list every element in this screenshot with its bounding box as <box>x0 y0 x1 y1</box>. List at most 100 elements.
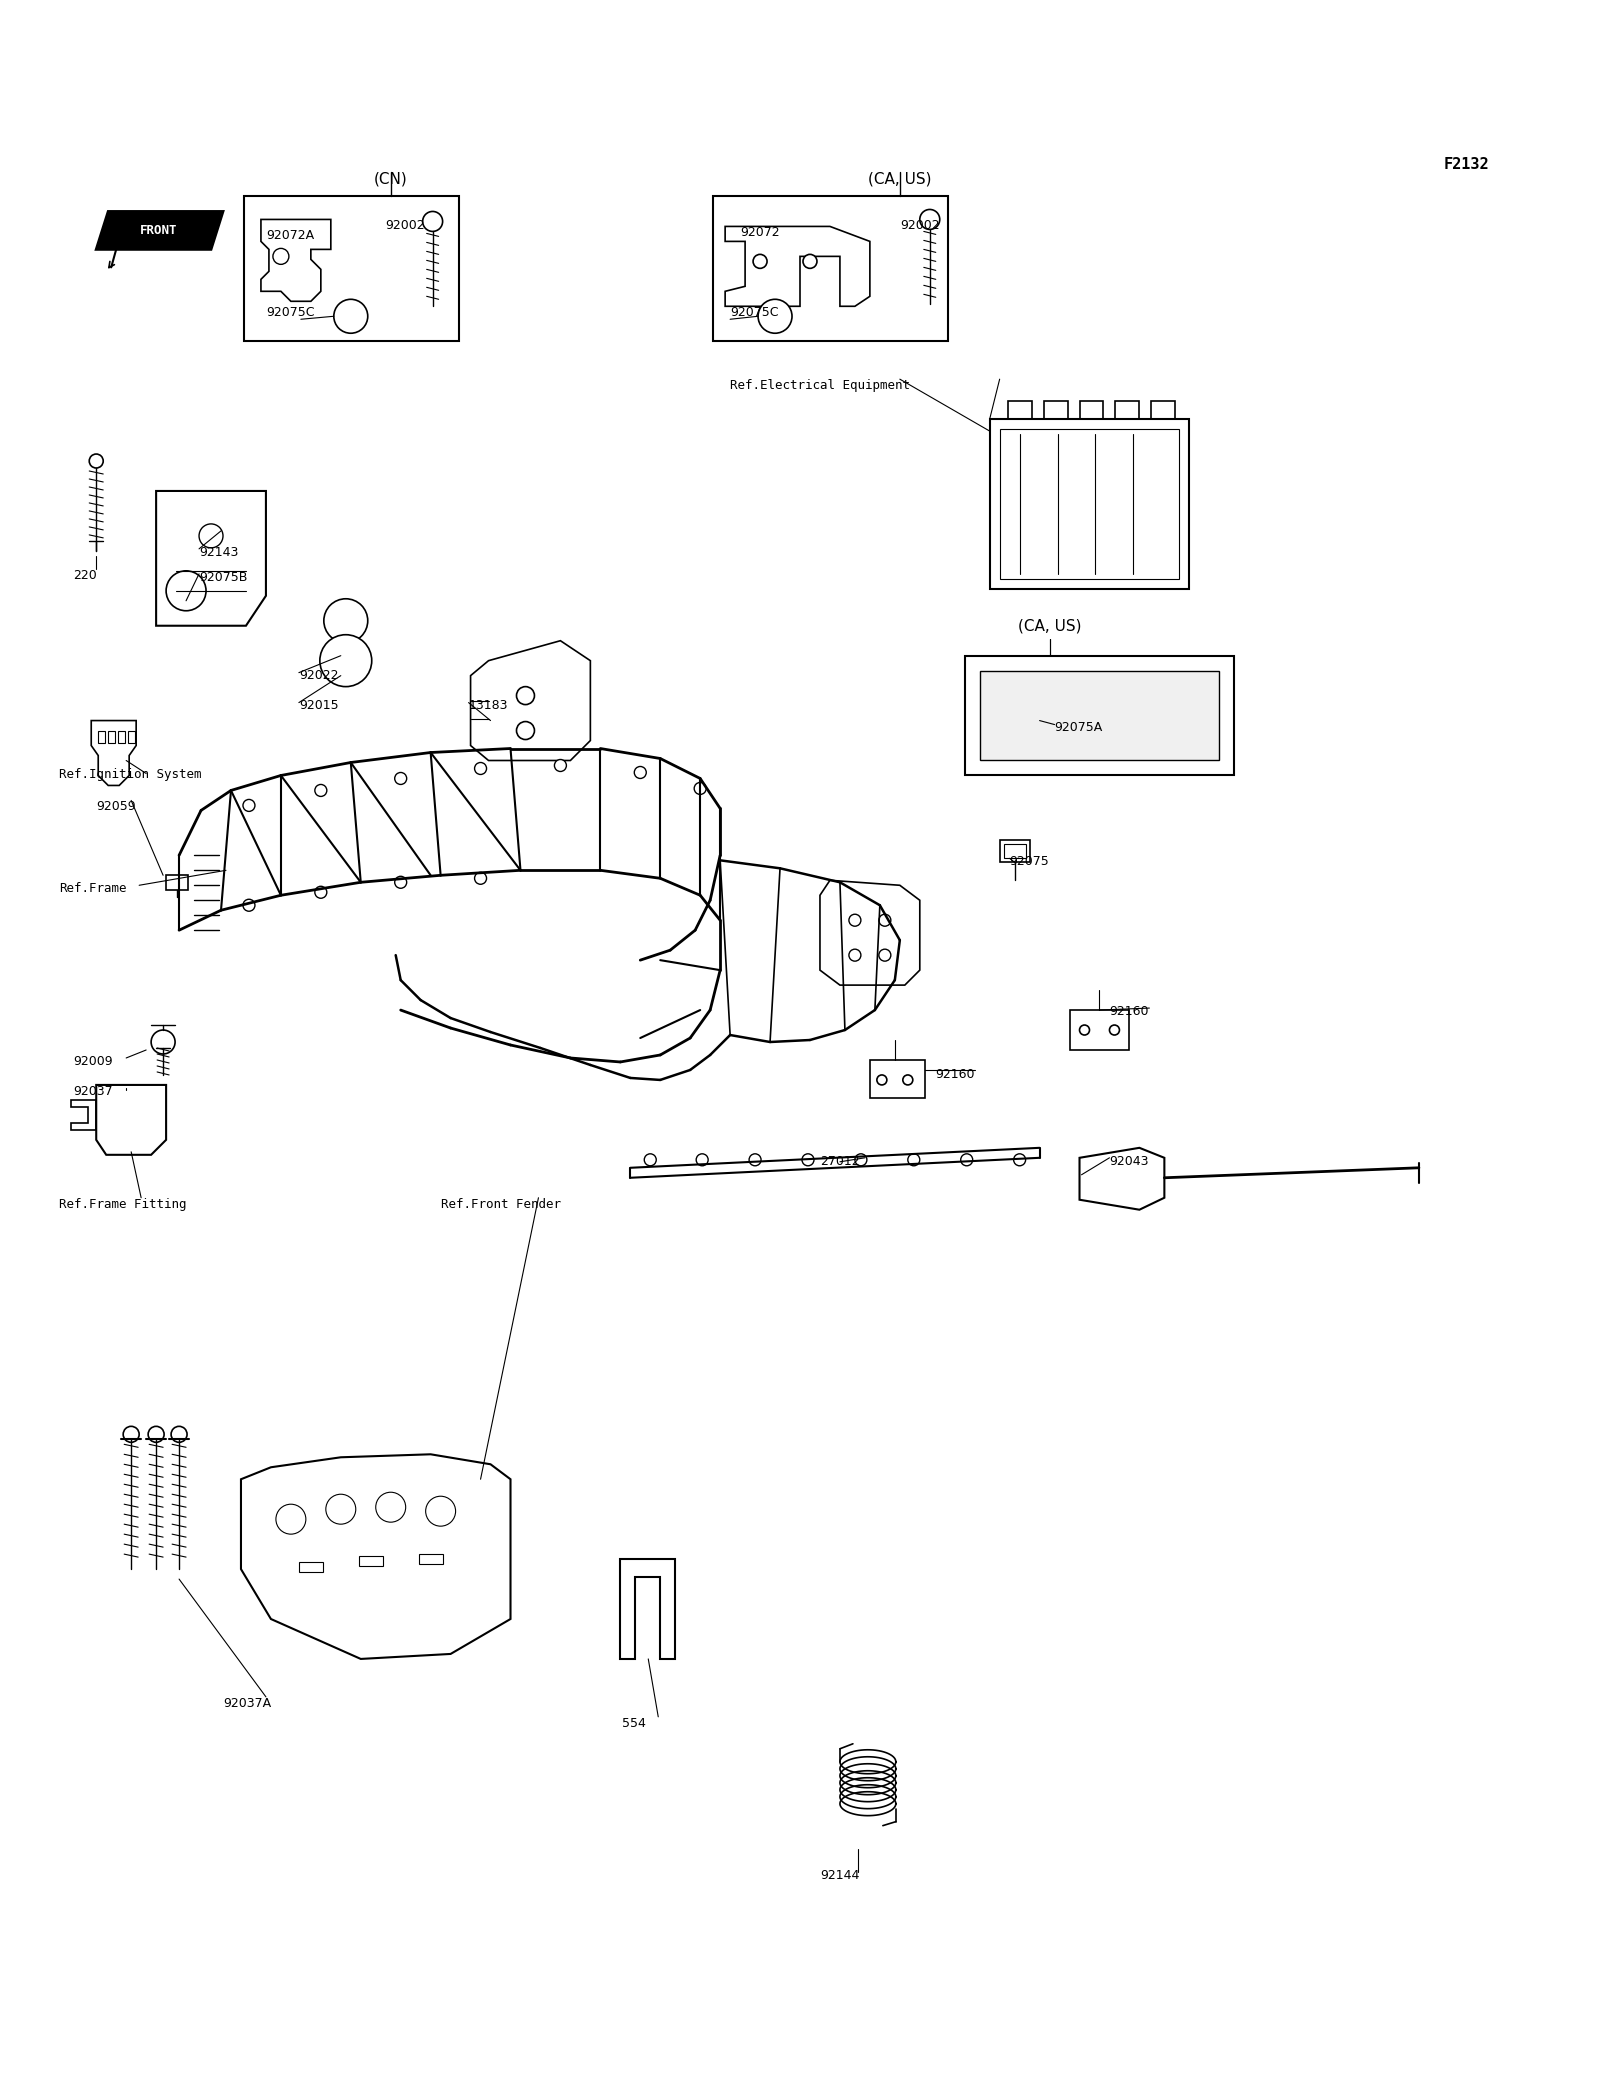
Circle shape <box>243 799 254 812</box>
Circle shape <box>907 1155 920 1165</box>
Circle shape <box>850 914 861 927</box>
Text: Ref.Front Fender: Ref.Front Fender <box>440 1199 560 1211</box>
Bar <box>965 655 1234 776</box>
Circle shape <box>90 454 104 469</box>
Bar <box>714 197 947 341</box>
Text: 92022: 92022 <box>299 669 338 682</box>
Text: 92059: 92059 <box>96 801 136 814</box>
Circle shape <box>243 900 254 912</box>
Text: 13183: 13183 <box>469 699 509 711</box>
Text: 27012: 27012 <box>819 1155 859 1167</box>
Text: 92002: 92002 <box>386 220 426 232</box>
Circle shape <box>694 782 706 795</box>
Circle shape <box>854 1155 867 1165</box>
Circle shape <box>878 950 891 960</box>
Bar <box>1008 402 1032 418</box>
Circle shape <box>430 1502 451 1521</box>
Circle shape <box>749 1155 762 1165</box>
Circle shape <box>315 784 326 797</box>
Text: 92075A: 92075A <box>1054 720 1102 734</box>
Circle shape <box>334 299 368 333</box>
Circle shape <box>765 305 786 326</box>
Circle shape <box>331 1500 350 1519</box>
Text: Ref.Frame Fitting: Ref.Frame Fitting <box>59 1199 187 1211</box>
Circle shape <box>123 1427 139 1441</box>
Bar <box>1003 845 1026 858</box>
Text: 92160: 92160 <box>1109 1004 1149 1019</box>
Bar <box>128 730 134 743</box>
Text: 92143: 92143 <box>198 546 238 559</box>
Text: (CA, US): (CA, US) <box>1018 619 1082 634</box>
Circle shape <box>149 1427 165 1441</box>
Text: 220: 220 <box>74 569 98 582</box>
Circle shape <box>758 299 792 333</box>
Circle shape <box>555 759 566 772</box>
Circle shape <box>376 1492 406 1523</box>
Text: 92072: 92072 <box>741 226 779 238</box>
Text: 92144: 92144 <box>819 1868 859 1881</box>
Polygon shape <box>96 211 222 249</box>
Circle shape <box>696 1155 709 1165</box>
Bar <box>990 418 1189 588</box>
Circle shape <box>422 211 443 232</box>
Circle shape <box>426 1496 456 1527</box>
Bar <box>98 730 106 743</box>
Circle shape <box>166 571 206 611</box>
Circle shape <box>330 644 362 676</box>
Circle shape <box>802 1155 814 1165</box>
Circle shape <box>634 766 646 778</box>
Bar <box>1000 841 1030 862</box>
Text: (CA, US): (CA, US) <box>869 172 931 186</box>
Text: FRONT: FRONT <box>141 224 178 236</box>
Circle shape <box>517 686 534 705</box>
Bar <box>243 197 459 341</box>
Bar <box>1000 429 1179 579</box>
Circle shape <box>395 772 406 784</box>
Circle shape <box>274 249 290 264</box>
Circle shape <box>341 305 360 326</box>
Circle shape <box>275 1504 306 1533</box>
Text: 92075B: 92075B <box>198 571 248 584</box>
Circle shape <box>878 914 891 927</box>
Circle shape <box>920 209 939 230</box>
Text: 92002: 92002 <box>901 220 939 232</box>
Text: Ref.Electrical Equipment: Ref.Electrical Equipment <box>730 379 910 391</box>
Circle shape <box>157 1036 170 1048</box>
Bar <box>1080 402 1104 418</box>
Circle shape <box>320 634 371 686</box>
Circle shape <box>174 579 198 602</box>
Circle shape <box>381 1498 400 1517</box>
Circle shape <box>1014 1155 1026 1165</box>
Text: 92009: 92009 <box>74 1054 114 1069</box>
Circle shape <box>850 950 861 960</box>
Circle shape <box>395 877 406 889</box>
Text: 92160: 92160 <box>934 1067 974 1082</box>
Circle shape <box>517 722 534 741</box>
Circle shape <box>960 1155 973 1165</box>
Text: 554: 554 <box>622 1718 646 1730</box>
Circle shape <box>323 598 368 642</box>
Bar <box>118 730 125 743</box>
Bar <box>358 1556 382 1567</box>
Circle shape <box>902 1075 914 1086</box>
Circle shape <box>877 1075 886 1086</box>
Circle shape <box>1080 1025 1090 1036</box>
Circle shape <box>754 255 766 268</box>
Bar <box>979 672 1219 761</box>
Text: 92075: 92075 <box>1010 856 1050 868</box>
Circle shape <box>198 523 222 548</box>
Circle shape <box>282 1508 301 1529</box>
Text: 92043: 92043 <box>1109 1155 1149 1167</box>
Circle shape <box>150 1029 174 1054</box>
Text: 92037: 92037 <box>74 1086 114 1098</box>
Bar <box>299 1563 323 1571</box>
Circle shape <box>475 872 486 885</box>
Bar <box>166 874 189 891</box>
Text: F2132: F2132 <box>1443 157 1490 172</box>
Text: Ref.Ignition System: Ref.Ignition System <box>59 768 202 782</box>
Text: 92075C: 92075C <box>730 305 779 320</box>
Text: Ref.Frame: Ref.Frame <box>59 883 126 895</box>
Circle shape <box>645 1155 656 1165</box>
Text: (CN): (CN) <box>374 172 408 186</box>
Text: 92072A: 92072A <box>266 230 314 243</box>
